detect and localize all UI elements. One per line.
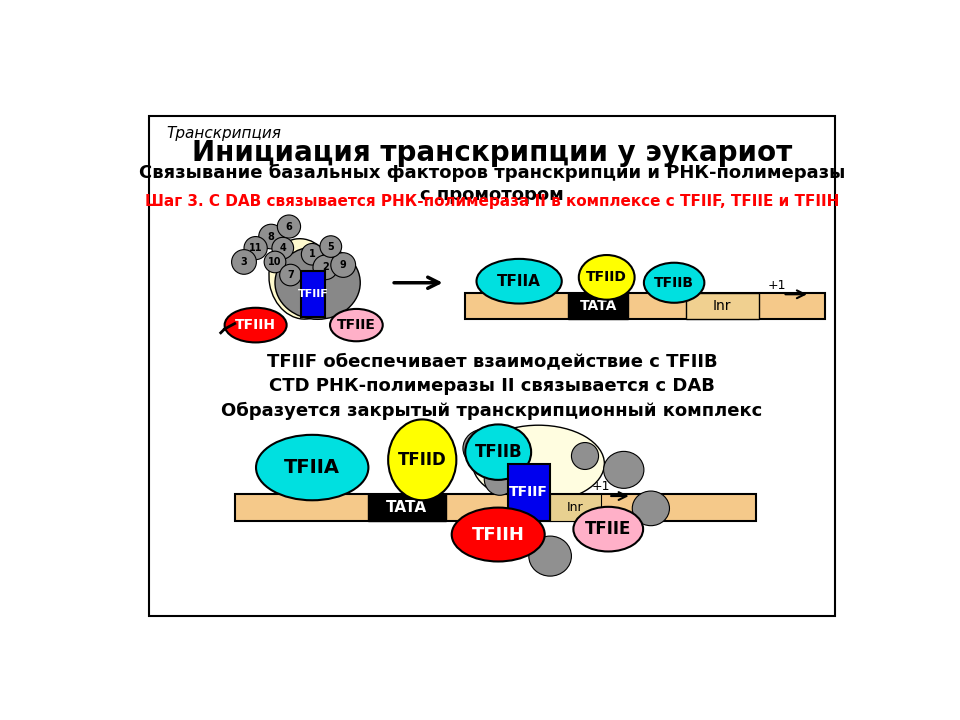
Text: TFIIF обеспечивает взаимодействие с TFIIB
CTD РНК-полимеразы II связывается с DA: TFIIF обеспечивает взаимодействие с TFII… bbox=[222, 352, 762, 420]
Text: Инициация транскрипции у эукариот: Инициация транскрипции у эукариот bbox=[192, 139, 792, 167]
Text: TATA: TATA bbox=[386, 500, 427, 515]
Ellipse shape bbox=[573, 507, 643, 552]
Text: 10: 10 bbox=[268, 257, 281, 267]
Text: +1: +1 bbox=[591, 480, 610, 493]
Text: TFIIF: TFIIF bbox=[509, 485, 548, 499]
Bar bbox=[550, 495, 601, 521]
Text: Шаг 3. С DAB связывается РНК-полимераза II в комплексе с TFIIF, TFIIE и TFIIH: Шаг 3. С DAB связывается РНК-полимераза … bbox=[145, 194, 839, 210]
Text: 11: 11 bbox=[249, 243, 262, 253]
Text: TFIIH: TFIIH bbox=[235, 318, 276, 332]
Polygon shape bbox=[234, 495, 453, 521]
Ellipse shape bbox=[264, 251, 286, 273]
Ellipse shape bbox=[484, 463, 516, 495]
Text: TFIIF: TFIIF bbox=[298, 289, 328, 300]
Bar bbox=[368, 495, 445, 521]
Text: TFIIE: TFIIE bbox=[337, 318, 375, 332]
Bar bbox=[685, 293, 759, 319]
Text: 5: 5 bbox=[327, 241, 334, 251]
Ellipse shape bbox=[644, 263, 705, 303]
Ellipse shape bbox=[269, 239, 335, 319]
Ellipse shape bbox=[633, 491, 669, 526]
Text: Inr: Inr bbox=[713, 299, 732, 313]
Ellipse shape bbox=[388, 420, 456, 500]
Text: TFIIA: TFIIA bbox=[497, 274, 541, 289]
Ellipse shape bbox=[256, 435, 369, 500]
Ellipse shape bbox=[275, 246, 360, 320]
Bar bbox=[568, 293, 629, 319]
Text: Inr: Inr bbox=[566, 501, 584, 514]
Ellipse shape bbox=[472, 426, 605, 502]
Ellipse shape bbox=[272, 238, 294, 259]
Ellipse shape bbox=[466, 424, 531, 480]
Ellipse shape bbox=[476, 259, 562, 304]
Ellipse shape bbox=[313, 255, 338, 279]
Ellipse shape bbox=[231, 250, 256, 274]
Text: 2: 2 bbox=[322, 262, 328, 272]
Text: TFIIB: TFIIB bbox=[654, 276, 694, 289]
Ellipse shape bbox=[320, 235, 342, 257]
Text: TFIIB: TFIIB bbox=[474, 443, 522, 461]
Text: 6: 6 bbox=[285, 222, 293, 232]
Ellipse shape bbox=[331, 253, 355, 277]
Ellipse shape bbox=[529, 536, 571, 576]
Text: TATA: TATA bbox=[580, 299, 617, 313]
Ellipse shape bbox=[259, 224, 283, 249]
Ellipse shape bbox=[452, 508, 544, 562]
Text: 4: 4 bbox=[279, 243, 286, 253]
Text: 9: 9 bbox=[340, 260, 347, 270]
Text: TFIIE: TFIIE bbox=[585, 520, 632, 538]
Ellipse shape bbox=[571, 443, 599, 469]
Text: 8: 8 bbox=[268, 232, 275, 241]
Text: TFIID: TFIID bbox=[397, 451, 446, 469]
Ellipse shape bbox=[330, 309, 383, 341]
Ellipse shape bbox=[244, 237, 267, 260]
Text: TFIIA: TFIIA bbox=[284, 458, 340, 477]
Ellipse shape bbox=[225, 307, 287, 343]
Ellipse shape bbox=[277, 215, 300, 238]
Ellipse shape bbox=[279, 264, 301, 286]
Text: Связывание базальных факторов транскрипции и РНК-полимеразы
с промотором: Связывание базальных факторов транскрипц… bbox=[139, 163, 845, 204]
Ellipse shape bbox=[604, 451, 644, 488]
Text: 3: 3 bbox=[241, 257, 248, 267]
Text: Транскрипция: Транскрипция bbox=[166, 127, 281, 141]
Ellipse shape bbox=[301, 243, 324, 265]
Text: +1: +1 bbox=[768, 279, 786, 292]
Text: 1: 1 bbox=[309, 249, 316, 259]
Text: TFIIH: TFIIH bbox=[471, 526, 524, 544]
Ellipse shape bbox=[579, 255, 635, 300]
Bar bbox=[234, 495, 756, 521]
Text: 7: 7 bbox=[287, 270, 294, 280]
Bar bbox=[465, 293, 826, 319]
Bar bbox=[301, 271, 324, 318]
Bar bbox=[508, 464, 550, 521]
Text: TFIID: TFIID bbox=[587, 270, 627, 284]
Ellipse shape bbox=[463, 429, 506, 467]
